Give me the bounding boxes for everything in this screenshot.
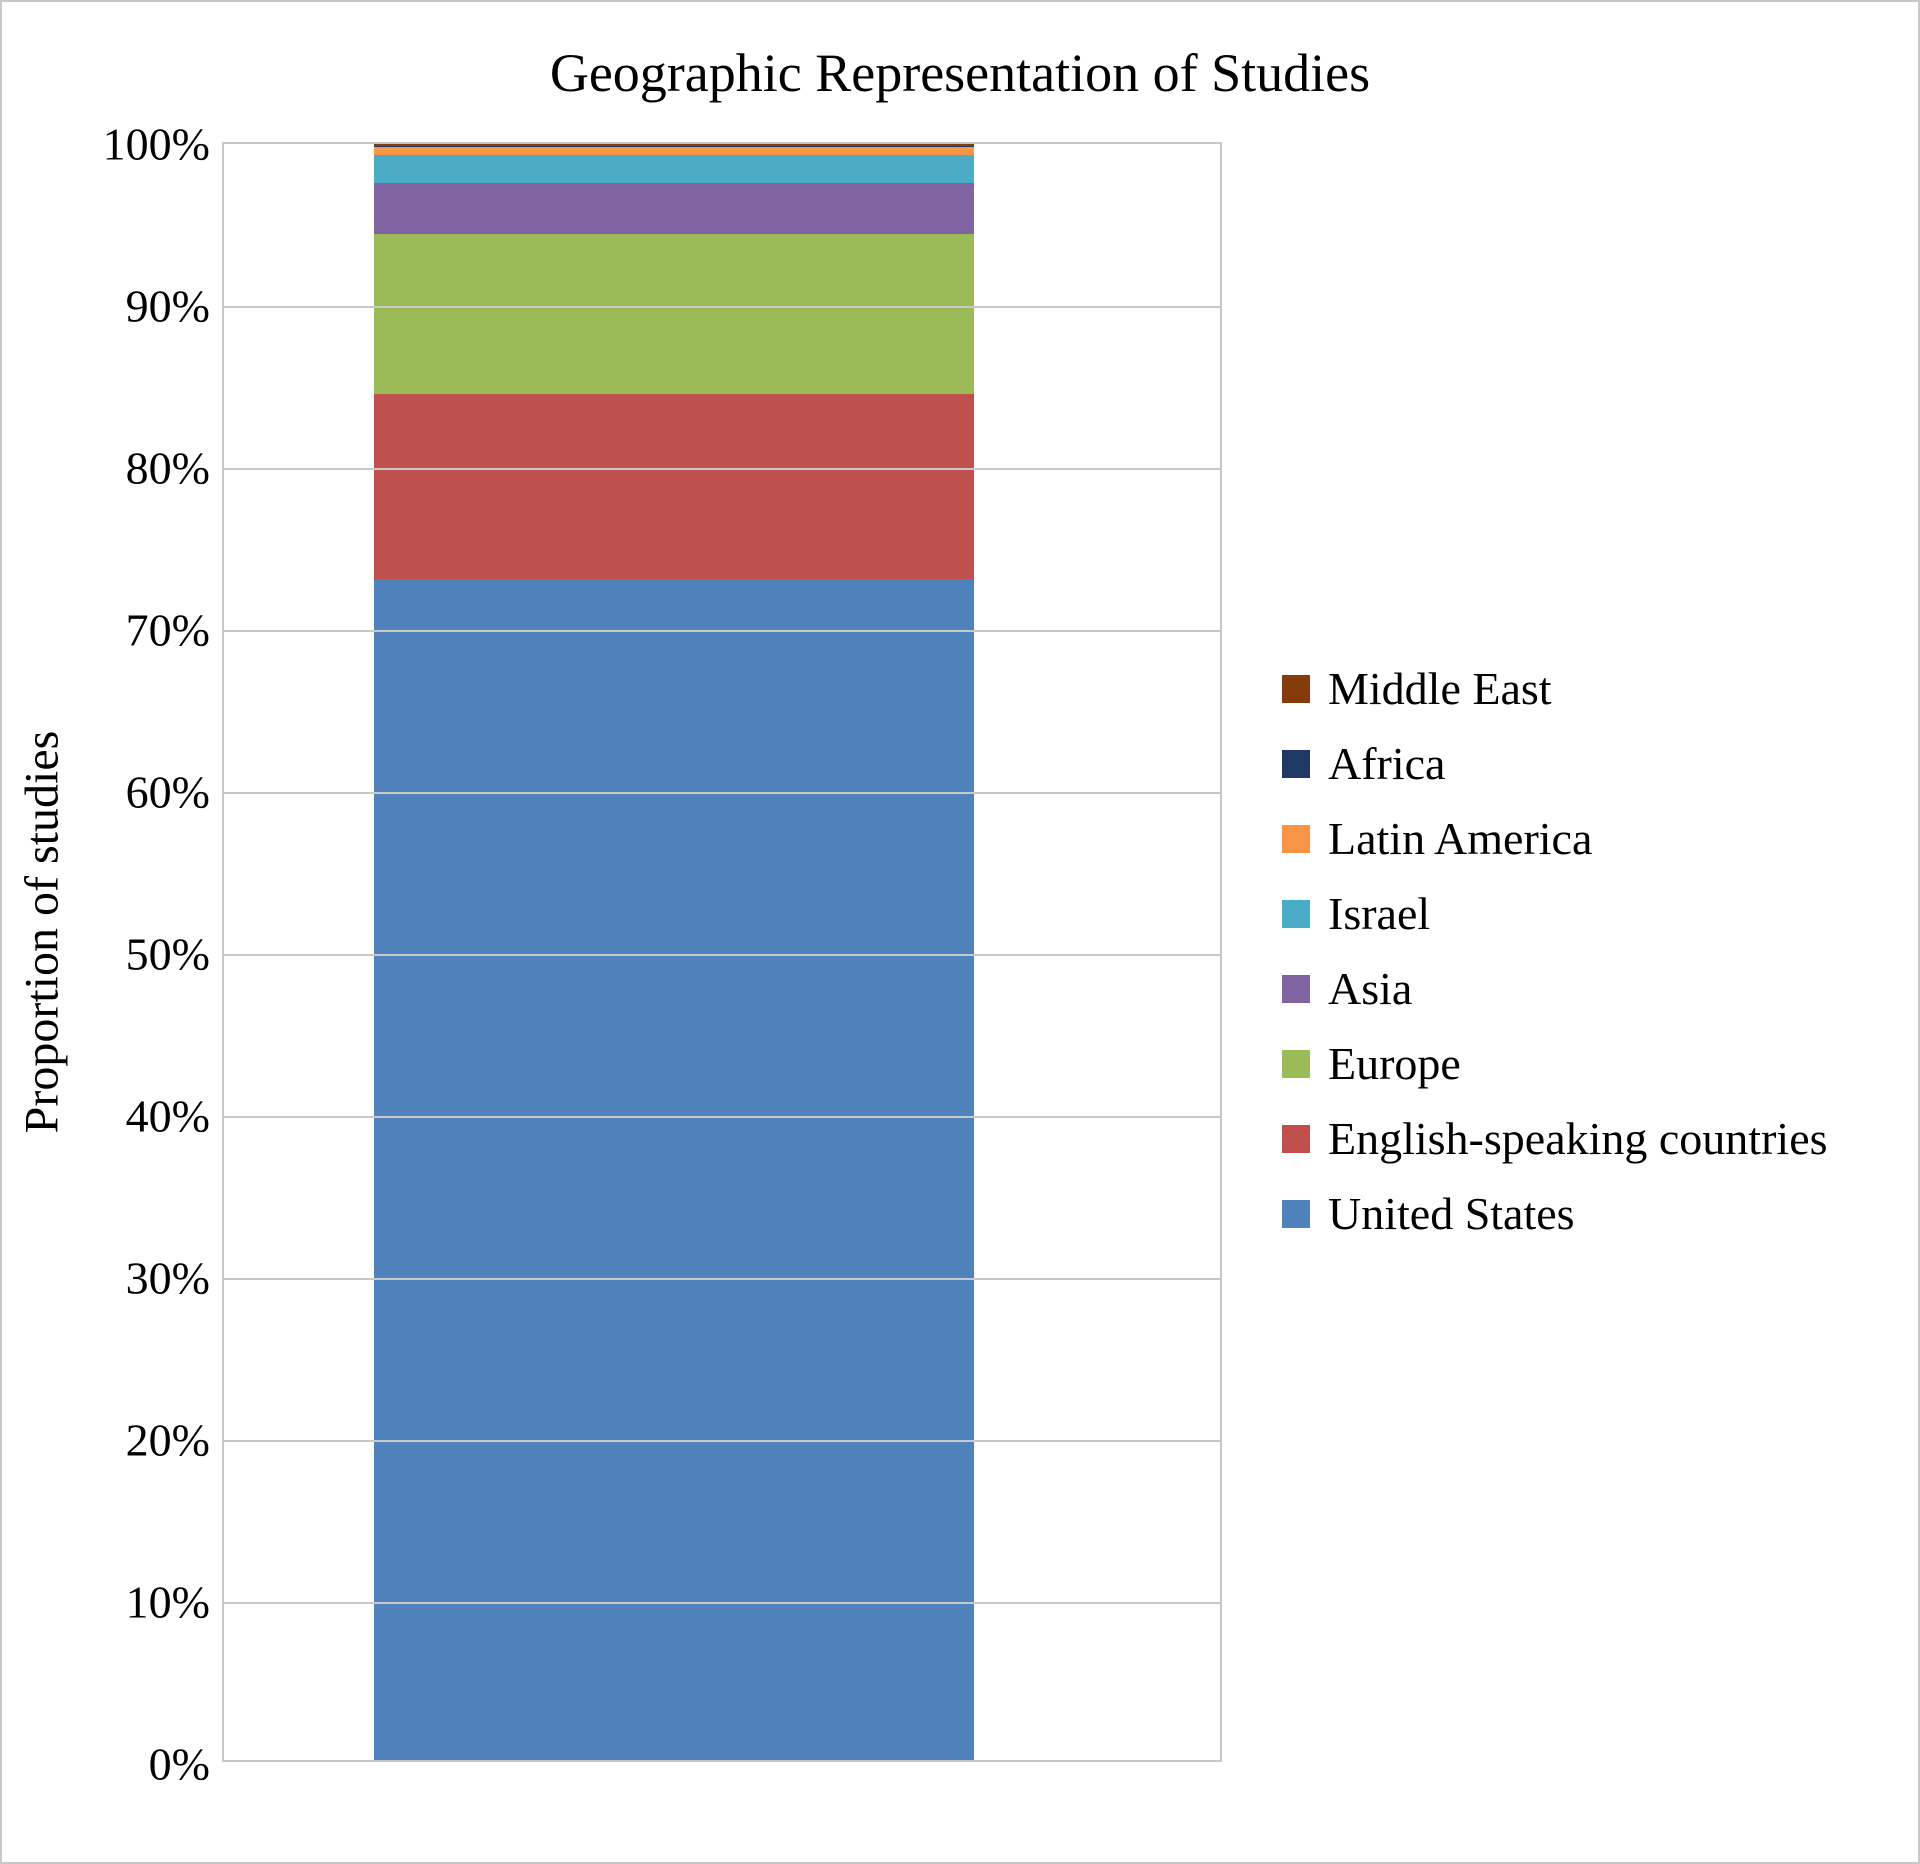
stacked-bar [374, 144, 974, 1760]
legend-swatch [1282, 900, 1310, 928]
gridline [224, 1602, 1220, 1604]
bar-segment-asia [374, 183, 974, 235]
legend-item-israel: Israel [1282, 887, 1828, 940]
gridline [224, 630, 1220, 632]
gridline [224, 1116, 1220, 1118]
chart-title: Geographic Representation of Studies [2, 42, 1918, 104]
y-tick-label: 0% [149, 1738, 210, 1791]
bar-segment-english_speaking [374, 394, 974, 578]
legend-label: Africa [1328, 737, 1445, 790]
legend-item-asia: Asia [1282, 962, 1828, 1015]
y-axis-title: Proportion of studies [15, 731, 70, 1134]
bar-segment-latin_america [374, 147, 974, 155]
y-tick-label: 70% [126, 604, 210, 657]
gridline [224, 954, 1220, 956]
legend-item-europe: Europe [1282, 1037, 1828, 1090]
y-tick-label: 60% [126, 766, 210, 819]
y-tick-label: 10% [126, 1576, 210, 1629]
y-tick-label: 90% [126, 280, 210, 333]
legend-swatch [1282, 1200, 1310, 1228]
legend-item-latin_america: Latin America [1282, 812, 1828, 865]
gridline [224, 792, 1220, 794]
legend-item-united_states: United States [1282, 1187, 1828, 1240]
legend-label: Latin America [1328, 812, 1592, 865]
legend-label: United States [1328, 1187, 1575, 1240]
legend-label: Asia [1328, 962, 1412, 1015]
gridline [224, 1278, 1220, 1280]
legend: Middle East Africa Latin America Israel Asia… [1282, 662, 1828, 1262]
legend-swatch [1282, 750, 1310, 778]
bar-segment-israel [374, 155, 974, 182]
y-tick-label: 20% [126, 1414, 210, 1467]
y-tick-label: 100% [103, 118, 210, 171]
legend-swatch [1282, 975, 1310, 1003]
legend-label: Europe [1328, 1037, 1461, 1090]
legend-swatch [1282, 675, 1310, 703]
chart-container: Geographic Representation of Studies Pro… [0, 0, 1920, 1864]
legend-swatch [1282, 1125, 1310, 1153]
legend-item-africa: Africa [1282, 737, 1828, 790]
y-tick-label: 50% [126, 928, 210, 981]
legend-label: Middle East [1328, 662, 1552, 715]
plot-area: 0%10%20%30%40%50%60%70%80%90%100% [222, 142, 1222, 1762]
gridline [224, 1440, 1220, 1442]
legend-item-english_speaking: English-speaking countries [1282, 1112, 1828, 1165]
legend-label: Israel [1328, 887, 1430, 940]
bar-segment-united_states [374, 579, 974, 1760]
legend-swatch [1282, 825, 1310, 853]
y-tick-label: 80% [126, 442, 210, 495]
bar-segment-europe [374, 234, 974, 394]
legend-label: English-speaking countries [1328, 1112, 1828, 1165]
gridline [224, 306, 1220, 308]
y-tick-label: 40% [126, 1090, 210, 1143]
legend-item-middle_east: Middle East [1282, 662, 1828, 715]
y-tick-label: 30% [126, 1252, 210, 1305]
gridline [224, 468, 1220, 470]
legend-swatch [1282, 1050, 1310, 1078]
